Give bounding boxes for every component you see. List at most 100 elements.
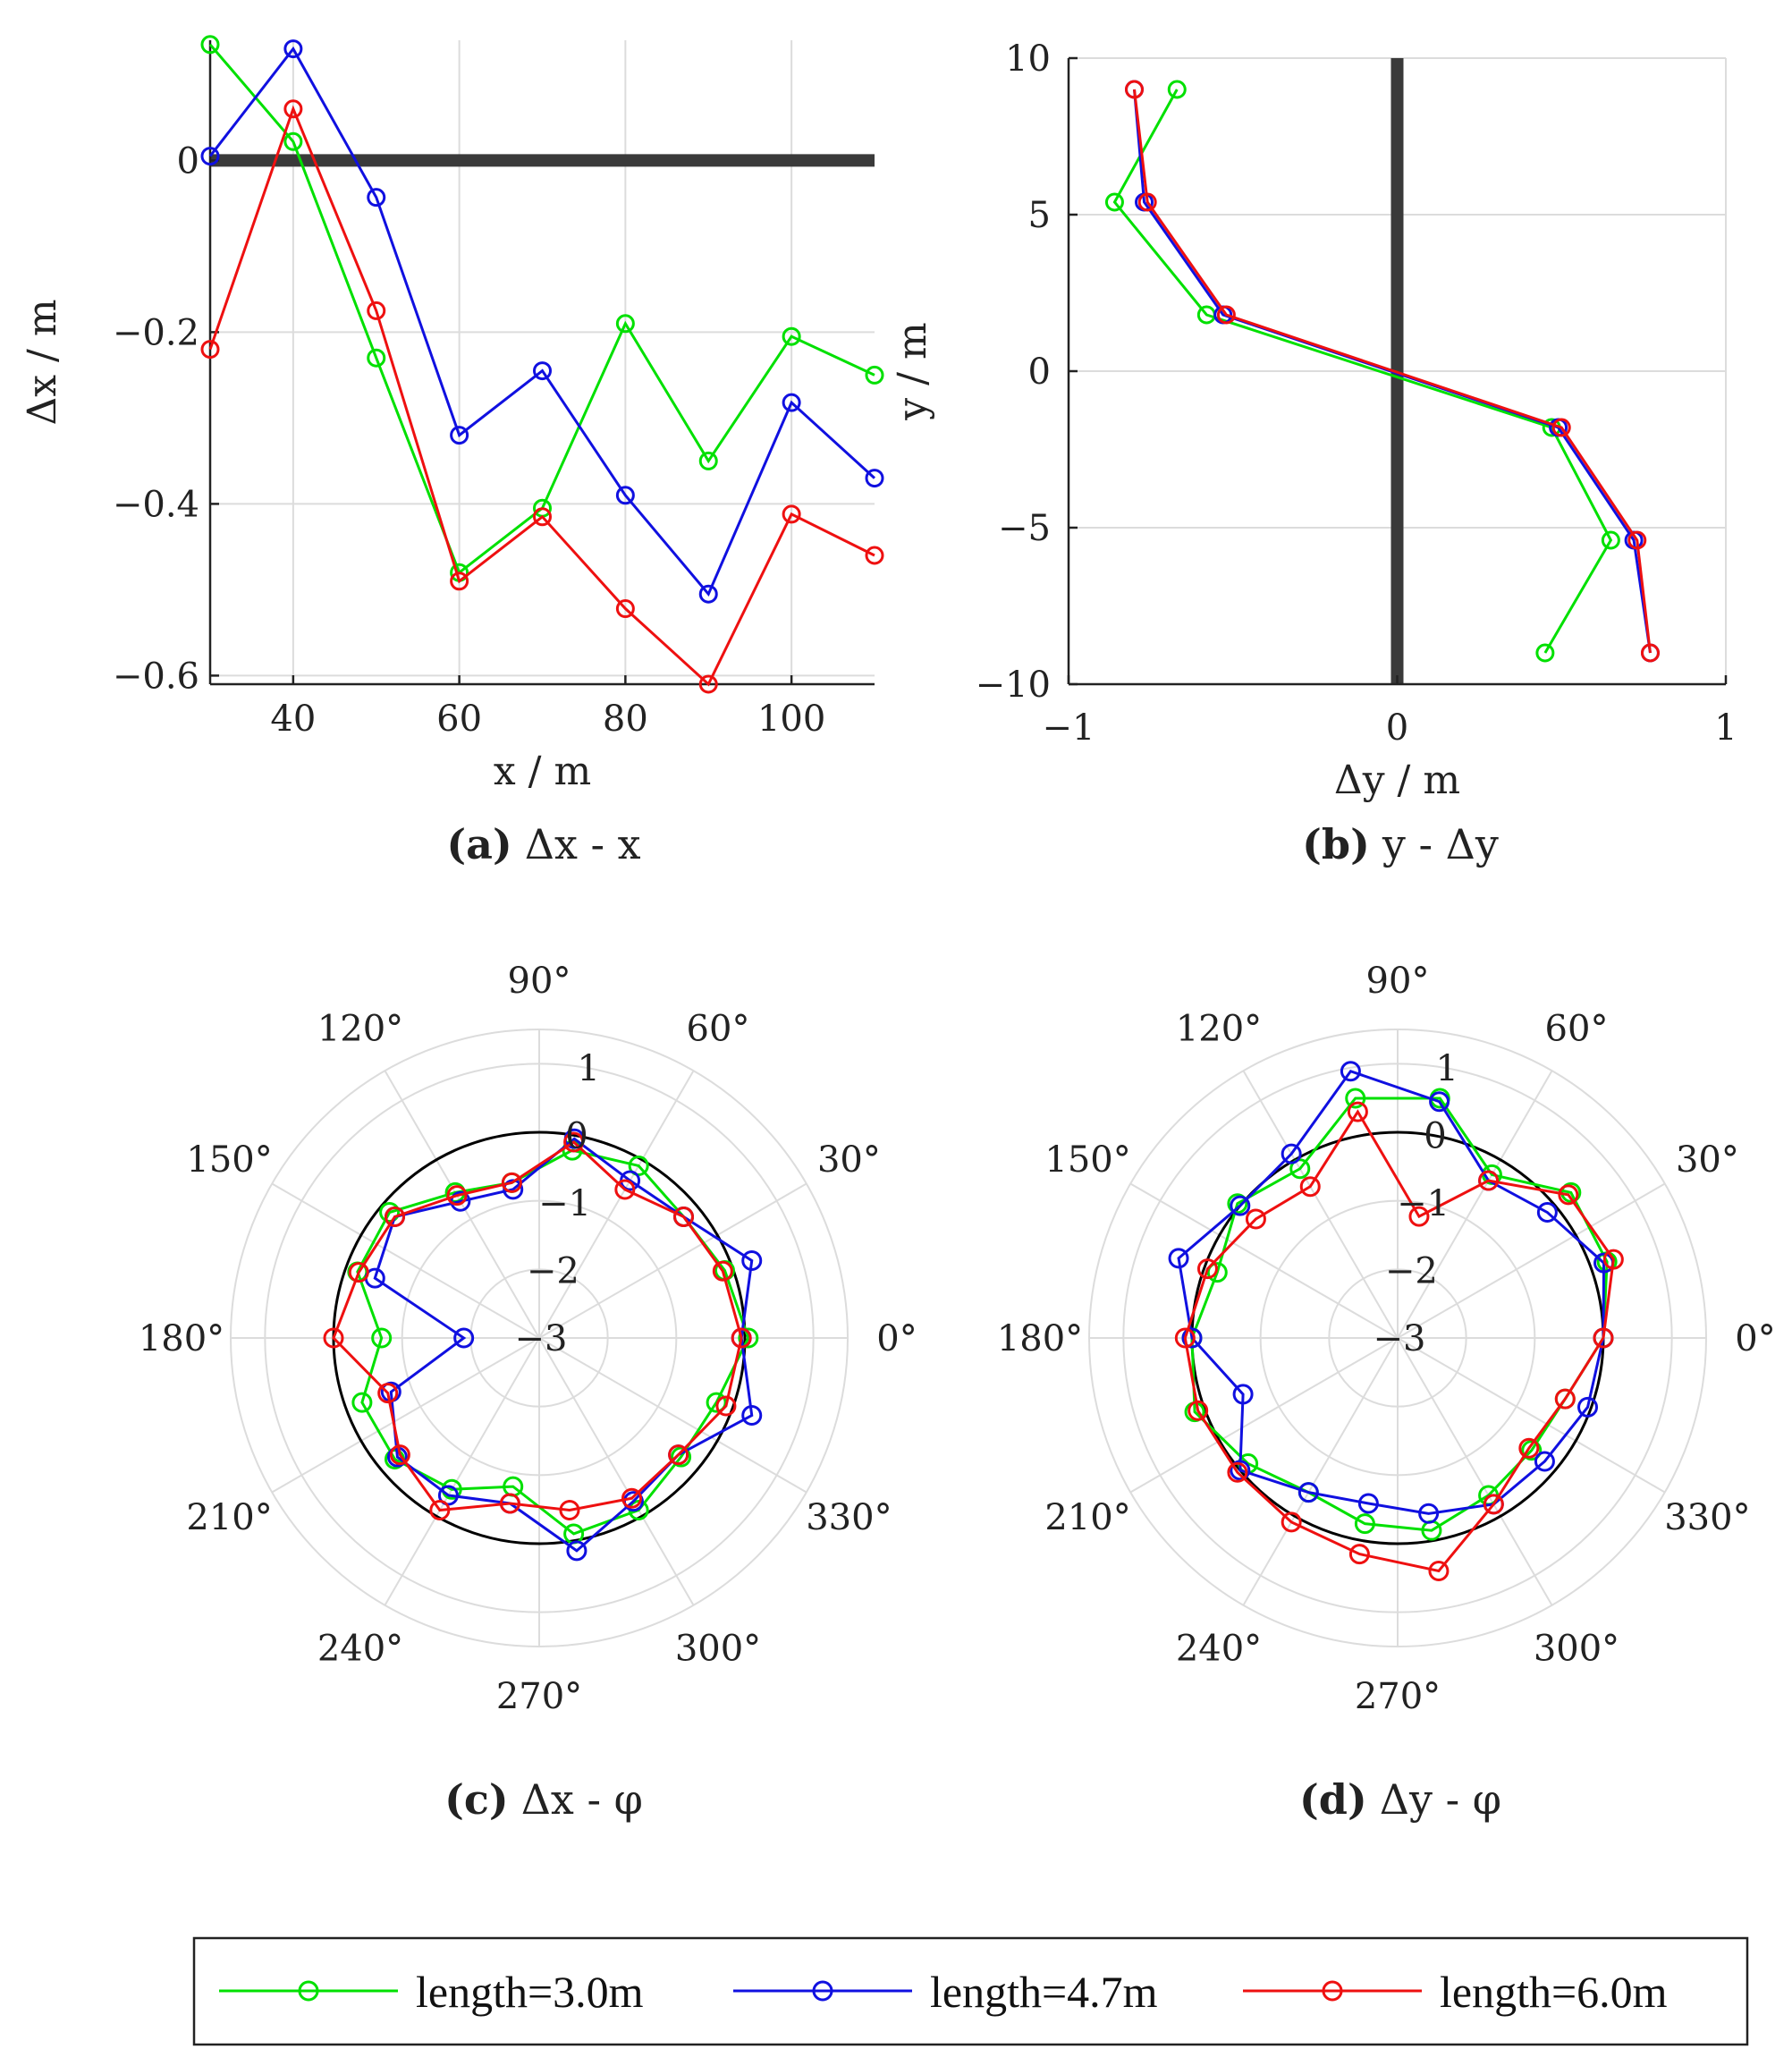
- x-tick-label: 80: [603, 699, 648, 740]
- theta-label: 180°: [139, 1318, 224, 1359]
- data-point-red: [1227, 1461, 1248, 1483]
- data-point-green: [706, 1392, 727, 1413]
- polar-spoke: [538, 1182, 807, 1339]
- data-point-blue: [437, 1485, 459, 1506]
- theta-label: 240°: [317, 1628, 403, 1669]
- data-point-blue: [741, 1405, 763, 1427]
- polar-spoke: [1397, 1337, 1553, 1606]
- theta-label: 30°: [817, 1139, 881, 1181]
- data-point-red: [283, 99, 303, 119]
- data-point-red: [1428, 1560, 1450, 1581]
- data-point-green: [671, 1446, 692, 1468]
- data-point-red: [1602, 1249, 1624, 1270]
- data-point-green: [1289, 1158, 1311, 1180]
- data-point-red: [533, 507, 552, 527]
- data-point-red: [384, 1206, 405, 1227]
- data-point-red: [559, 1500, 580, 1521]
- y-tick-label: −10: [976, 665, 1051, 706]
- series-blue: [200, 39, 884, 604]
- y-tick-label: −0.4: [113, 484, 199, 525]
- theta-label: 180°: [997, 1318, 1083, 1359]
- series-line-blue: [208, 46, 876, 597]
- series-line-red: [208, 105, 875, 687]
- data-point-red: [1245, 1208, 1266, 1230]
- panel-b-caption: (b) y - Δy: [1302, 820, 1499, 868]
- panel-a-cartesian: 40 60 80 100 0 −0.2 −0.4 −0.6 x / m Δx / m: [20, 35, 884, 794]
- y-tick-label: −5: [998, 508, 1051, 549]
- x-tick-label: 40: [270, 699, 316, 740]
- panel-c-caption: (c) Δx - φ: [444, 1775, 643, 1824]
- data-point-green: [865, 365, 884, 385]
- data-point-red: [200, 340, 220, 360]
- theta-label: 30°: [1676, 1139, 1739, 1181]
- data-point-blue: [1534, 1451, 1555, 1472]
- theta-label: 210°: [186, 1497, 272, 1538]
- data-point-red: [1483, 1494, 1504, 1515]
- theta-label: 210°: [1044, 1497, 1130, 1538]
- radial-tick-label: −3: [515, 1318, 568, 1359]
- x-tick-label: 0: [1386, 707, 1408, 749]
- legend-item-green: length=3.0m: [219, 1967, 644, 2017]
- polar-spoke: [1397, 1337, 1666, 1494]
- radial-tick-label: −1: [1397, 1183, 1450, 1224]
- data-point-red: [1137, 192, 1157, 212]
- series-red: [1125, 80, 1660, 663]
- data-point-red: [377, 1383, 399, 1404]
- data-point-blue: [200, 147, 220, 166]
- data-point-red: [1640, 643, 1660, 663]
- data-point-red: [1174, 1327, 1196, 1349]
- x-axis-label: Δy / m: [1334, 758, 1460, 803]
- theta-label: 150°: [1044, 1139, 1130, 1181]
- data-point-red: [499, 1493, 520, 1514]
- y-tick-label: −0.2: [113, 312, 199, 353]
- legend-item-blue: length=4.7m: [733, 1967, 1158, 2017]
- y-axis-label: Δx / m: [20, 299, 65, 425]
- data-point-green: [351, 1392, 373, 1413]
- data-point-blue: [1418, 1503, 1440, 1524]
- data-point-red: [1478, 1170, 1500, 1191]
- theta-label: 90°: [1366, 961, 1430, 1002]
- data-point-blue: [1357, 1493, 1379, 1514]
- series-line-green: [1190, 1097, 1609, 1532]
- data-point-green: [1521, 1440, 1543, 1461]
- polar-spoke: [538, 1337, 807, 1494]
- data-point-green: [1104, 192, 1124, 212]
- data-point-blue: [1230, 1460, 1251, 1481]
- data-point-blue: [865, 469, 884, 488]
- data-point-blue: [1232, 1384, 1254, 1405]
- y-tick-label: 10: [1005, 38, 1051, 80]
- data-point-green: [698, 451, 718, 470]
- data-point-green: [738, 1327, 759, 1349]
- data-point-red: [1216, 305, 1236, 325]
- legend-label-green: length=3.0m: [416, 1967, 644, 2017]
- data-point-red: [1593, 1327, 1614, 1349]
- theta-label: 60°: [687, 1009, 750, 1050]
- theta-label: 240°: [1176, 1628, 1262, 1669]
- data-point-red: [348, 1262, 369, 1283]
- data-point-green: [1354, 1513, 1375, 1535]
- panel-c-polar: 0° 30° 60° 90° 120° 150° 180° 210° 240° 270° 300° 3…: [139, 961, 917, 1717]
- theta-label: 60°: [1545, 1009, 1609, 1050]
- data-point-red: [715, 1395, 737, 1417]
- data-point-blue: [615, 486, 635, 505]
- data-point-blue: [1298, 1482, 1319, 1503]
- radial-tick-label: −1: [538, 1183, 591, 1224]
- data-point-green: [283, 131, 303, 151]
- data-point-red: [865, 546, 884, 565]
- data-point-red: [1196, 1258, 1218, 1280]
- series-line-blue: [373, 1137, 754, 1553]
- data-point-red: [501, 1172, 522, 1193]
- data-point-green: [615, 314, 635, 334]
- series-green: [200, 35, 884, 582]
- legend-marker-red: [1322, 1980, 1343, 2002]
- x-tick-label: 100: [757, 699, 825, 740]
- polar-spoke: [538, 1337, 695, 1606]
- series-line-red: [332, 1140, 743, 1512]
- polar-spoke: [1242, 1070, 1399, 1339]
- x-tick-label: −1: [1043, 707, 1095, 749]
- data-point-red: [1551, 418, 1571, 437]
- series-line-green: [208, 43, 875, 575]
- data-point-blue: [533, 361, 552, 381]
- data-point-red: [614, 1179, 636, 1200]
